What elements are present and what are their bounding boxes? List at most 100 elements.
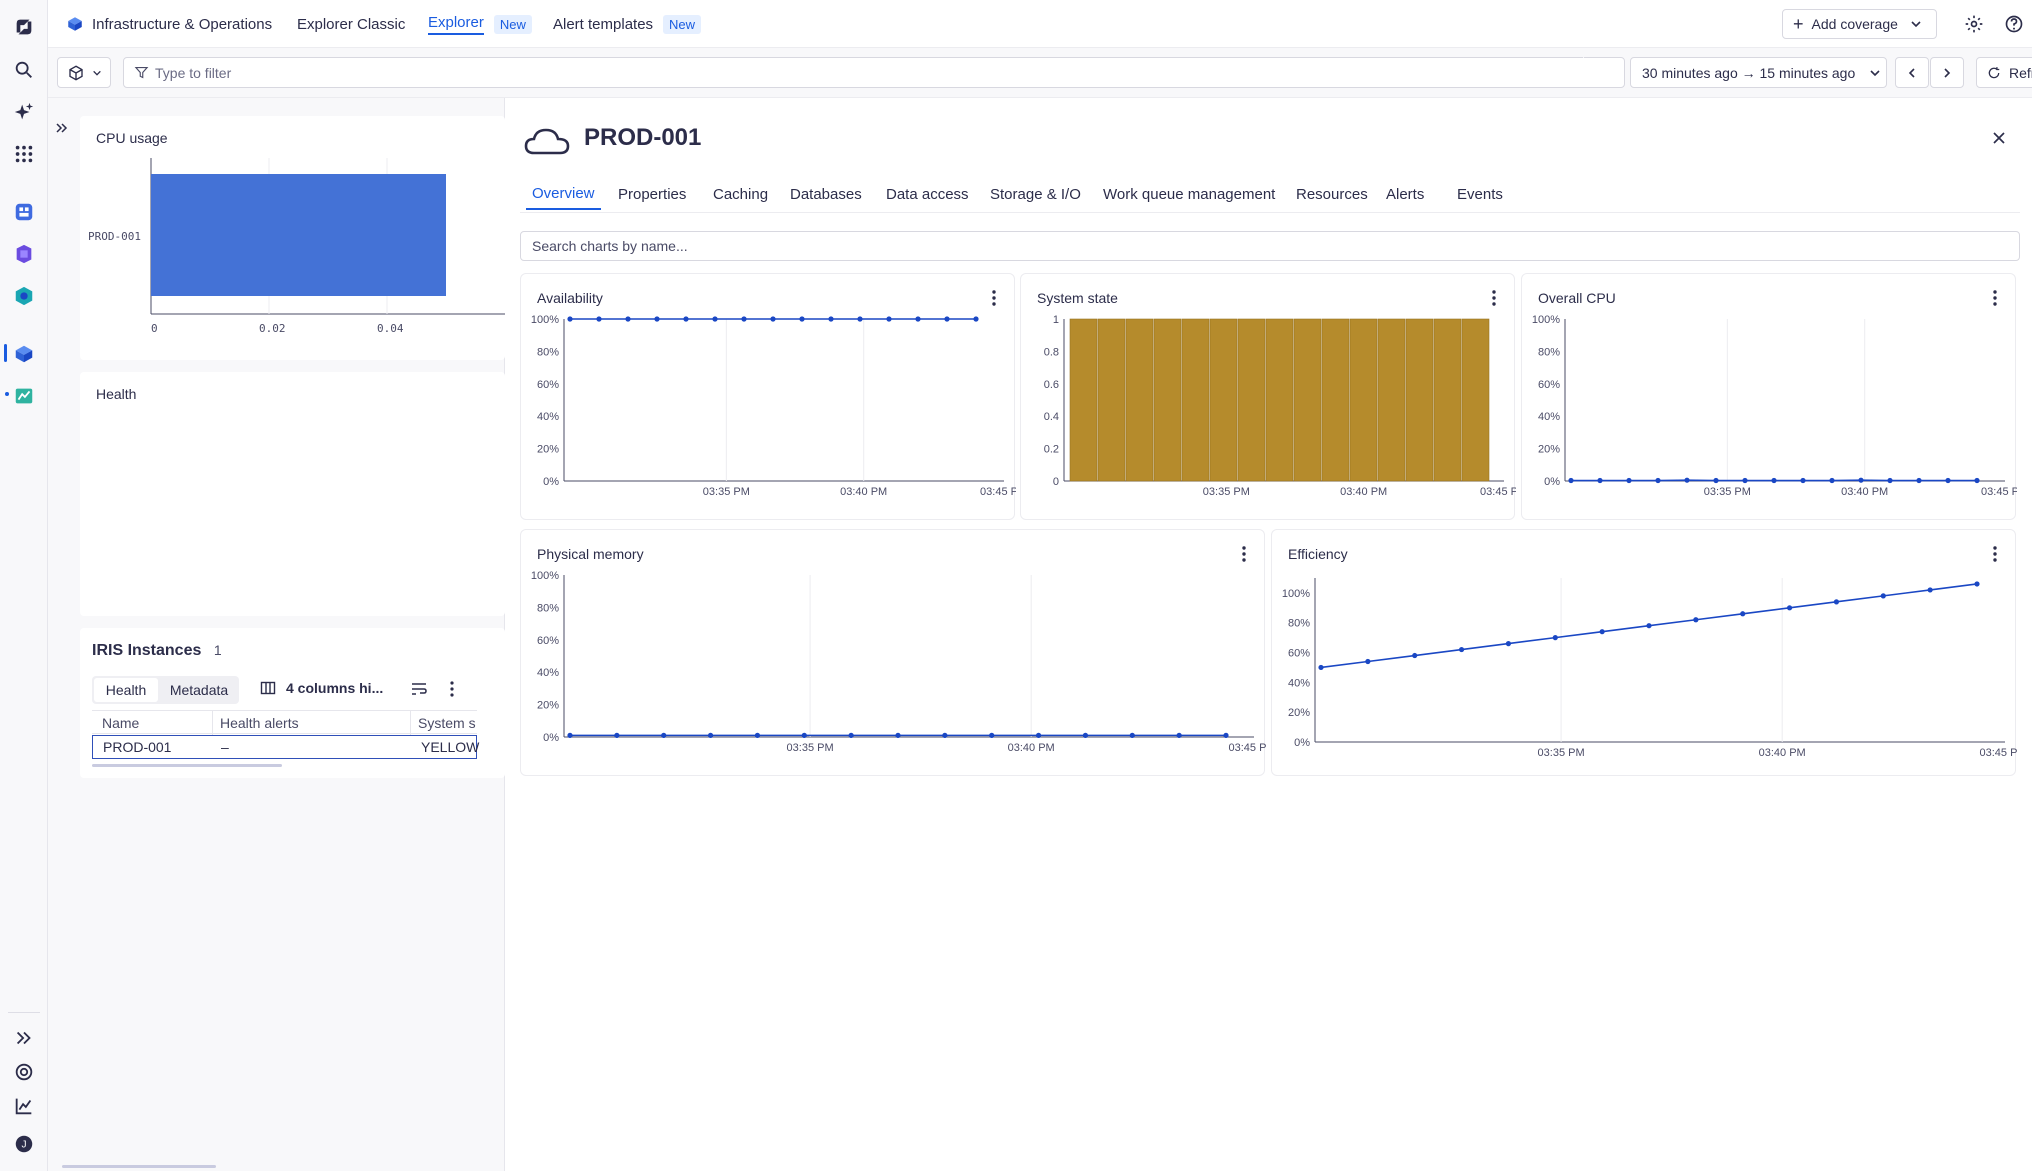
data-point[interactable] [973,316,979,322]
data-point[interactable] [1800,477,1806,484]
data-point[interactable] [1740,611,1746,617]
settings-gear-icon[interactable] [1964,14,1984,34]
data-point[interactable] [848,732,854,738]
apps-grid-icon[interactable] [10,140,37,167]
tab-alerts[interactable]: Alerts [1380,178,1430,210]
more-options-icon[interactable] [448,680,456,698]
support-icon[interactable] [10,1058,37,1085]
tab-explorer[interactable]: Explorer New [428,0,532,48]
previous-timeframe-button[interactable] [1895,57,1929,88]
data-point[interactable] [1365,658,1371,665]
kubernetes-app-icon[interactable] [10,240,37,267]
tab-explorer-classic[interactable]: Explorer Classic [297,0,405,48]
data-point[interactable] [1916,477,1922,484]
data-point[interactable] [1035,732,1042,738]
data-point[interactable] [801,732,807,738]
sparkle-icon[interactable] [10,98,37,125]
data-point[interactable] [707,732,714,738]
next-timeframe-button[interactable] [1930,57,1964,88]
timeframe-selector[interactable]: 30 minutes ago → 15 minutes ago [1630,57,1887,88]
close-icon[interactable] [1991,130,2007,146]
data-point[interactable] [567,316,573,322]
infrastructure-operations-app-icon[interactable] [10,340,37,367]
data-point[interactable] [942,732,948,738]
tab-events[interactable]: Events [1451,178,1509,210]
data-point[interactable] [1684,477,1690,483]
tab-data-access[interactable]: Data access [880,178,975,210]
data-point[interactable] [1129,732,1135,738]
monitoring-app-icon[interactable] [10,382,37,409]
data-point[interactable] [1646,623,1652,629]
data-point[interactable] [654,316,660,322]
tab-work-queue-management[interactable]: Work queue management [1097,178,1281,210]
data-point[interactable] [1771,477,1777,484]
data-point[interactable] [1082,732,1089,738]
bar[interactable] [1293,318,1322,482]
data-point[interactable] [1693,617,1699,623]
data-point[interactable] [1599,629,1605,635]
data-point[interactable] [895,732,901,738]
more-options-icon[interactable] [988,288,1000,308]
data-point[interactable] [625,316,631,322]
more-options-icon[interactable] [1488,288,1500,308]
data-point[interactable] [1568,477,1574,484]
data-point[interactable] [712,316,718,322]
data-point[interactable] [915,316,921,322]
tab-health[interactable]: Health [94,678,158,702]
tab-metadata[interactable]: Metadata [162,678,236,702]
data-point[interactable] [770,316,776,322]
tab-properties[interactable]: Properties [612,178,692,210]
bar[interactable] [1181,318,1210,482]
bar[interactable] [151,174,446,296]
data-point[interactable] [1626,477,1632,484]
data-point[interactable] [1318,664,1324,671]
data-point[interactable] [1974,581,1980,587]
tab-overview[interactable]: Overview [526,178,601,210]
bar[interactable] [1321,318,1350,482]
bar[interactable] [1237,318,1266,482]
more-options-icon[interactable] [1238,544,1250,564]
data-point[interactable] [1505,641,1512,647]
data-point[interactable] [828,316,834,322]
data-point[interactable] [1552,635,1558,641]
data-point[interactable] [1974,477,1980,484]
data-point[interactable] [614,732,620,738]
data-point[interactable] [1412,652,1418,659]
data-point[interactable] [1176,732,1182,738]
app-title[interactable]: Infrastructure & Operations [66,0,272,48]
analytics-icon[interactable] [10,1092,37,1119]
filter-input[interactable]: Type to filter [123,57,1625,88]
data-point[interactable] [1887,477,1893,484]
bar[interactable] [1153,318,1182,482]
tab-alert-templates[interactable]: Alert templates New [553,0,702,48]
infra-app-icon[interactable] [10,282,37,309]
add-coverage-button[interactable]: + Add coverage [1782,9,1937,39]
column-header-name[interactable]: Name [102,715,140,731]
bar[interactable] [1069,318,1098,482]
data-point[interactable] [1655,477,1661,484]
data-point[interactable] [1597,477,1603,484]
data-point[interactable] [944,316,950,322]
tab-caching[interactable]: Caching [707,178,774,210]
horizontal-scrollbar[interactable] [92,764,282,767]
dashboard-app-icon[interactable] [10,198,37,225]
expand-panel-icon[interactable] [54,120,70,136]
data-point[interactable] [1858,477,1864,483]
bar[interactable] [1265,318,1294,482]
data-point[interactable] [1223,732,1229,738]
data-point[interactable] [1829,477,1835,484]
panel-scrollbar[interactable] [62,1165,216,1168]
tab-resources[interactable]: Resources [1290,178,1374,210]
bar[interactable] [1125,318,1154,482]
tab-databases[interactable]: Databases [784,178,868,210]
data-point[interactable] [886,316,892,322]
data-point[interactable] [1833,599,1840,605]
data-point[interactable] [741,316,747,322]
user-avatar-icon[interactable]: J [10,1130,37,1157]
data-point[interactable] [1880,593,1886,599]
data-point[interactable] [1713,477,1719,484]
expand-rail-icon[interactable] [10,1024,37,1051]
tab-storage-i-o[interactable]: Storage & I/O [984,178,1087,210]
bar[interactable] [1405,318,1434,482]
data-point[interactable] [799,316,805,322]
